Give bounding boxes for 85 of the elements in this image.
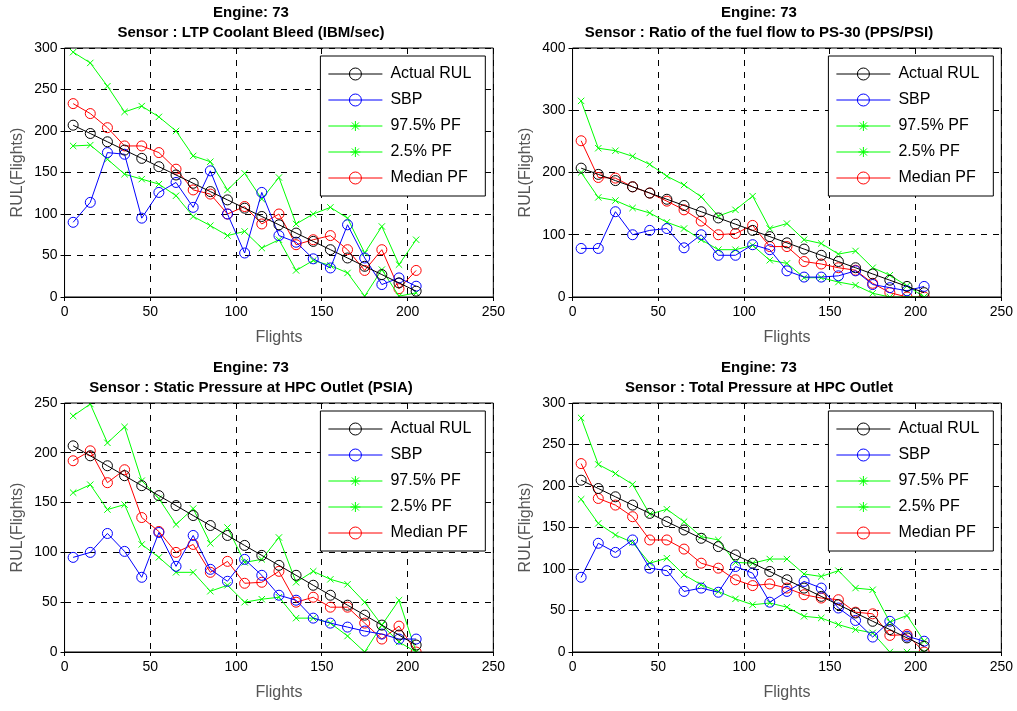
chart-subtitle: Sensor : Ratio of the fuel flow to PS-30 (PPS/PSI) [584, 23, 934, 41]
chart-subtitle: Sensor : Static Pressure at HPC Outlet (PSIA) [89, 378, 413, 396]
y-tick-label: 50 [41, 593, 58, 610]
x-tick-label: 0 [568, 303, 577, 320]
y-tick-label: 250 [34, 393, 58, 410]
y-tick-label: 0 [49, 287, 58, 304]
y-tick-label: 250 [542, 435, 566, 452]
y-tick-label: 50 [549, 601, 566, 618]
x-tick-label: 150 [310, 303, 334, 320]
x-tick-label: 50 [142, 303, 159, 320]
legend-label: 2.5% PF [390, 142, 452, 160]
y-tick-label: 150 [542, 518, 566, 535]
y-tick-label: 300 [542, 393, 566, 410]
legend-label: SBP [390, 90, 423, 108]
legend-label: Actual RUL [390, 419, 472, 437]
x-axis-title: Flights [763, 327, 811, 345]
y-tick-label: 300 [542, 101, 566, 118]
x-axis-title: Flights [763, 682, 811, 700]
y-tick-label: 200 [34, 121, 58, 138]
y-axis-title: RUL(Flights) [8, 482, 26, 573]
legend-label: Actual RUL [898, 419, 980, 437]
x-tick-label: 200 [395, 303, 420, 320]
y-tick-label: 150 [34, 163, 58, 180]
legend-label: 2.5% PF [390, 497, 452, 515]
y-axis-title: RUL(Flights) [516, 127, 534, 218]
legend-label: Median PF [898, 168, 976, 186]
y-axis-title: RUL(Flights) [516, 482, 534, 573]
x-tick-label: 100 [224, 303, 248, 320]
legend-label: Actual RUL [898, 64, 980, 82]
x-tick-label: 0 [568, 658, 577, 675]
x-tick-label: 150 [310, 658, 334, 675]
y-axis-title: RUL(Flights) [8, 127, 26, 218]
chart-title: Engine: 73 [213, 3, 289, 21]
y-tick-label: 200 [34, 443, 58, 460]
y-tick-label: 400 [542, 38, 566, 55]
x-tick-label: 0 [60, 658, 69, 675]
x-tick-label: 50 [650, 303, 667, 320]
x-tick-label: 250 [481, 658, 506, 675]
legend-label: Median PF [390, 168, 468, 186]
legend-label: Actual RUL [390, 64, 472, 82]
chart-subtitle: Sensor : Total Pressure at HPC Outlet [624, 378, 894, 396]
y-tick-label: 200 [542, 476, 566, 493]
legend-label: 97.5% PF [390, 471, 461, 489]
chart-title: Engine: 73 [721, 3, 797, 21]
legend-label: SBP [898, 90, 931, 108]
x-tick-label: 250 [481, 303, 506, 320]
legend-label: Median PF [390, 523, 468, 541]
legend-label: Median PF [898, 523, 976, 541]
x-tick-label: 50 [142, 658, 159, 675]
x-tick-label: 0 [60, 303, 69, 320]
legend-label: 97.5% PF [898, 471, 969, 489]
x-tick-label: 250 [989, 658, 1014, 675]
x-tick-label: 200 [903, 303, 928, 320]
y-tick-label: 100 [542, 225, 566, 242]
x-tick-label: 100 [732, 303, 756, 320]
legend-label: 97.5% PF [898, 116, 969, 134]
chart-title: Engine: 73 [721, 358, 797, 376]
x-tick-label: 200 [395, 658, 420, 675]
legend-label: SBP [390, 445, 423, 463]
legend-label: 2.5% PF [898, 497, 960, 515]
x-tick-label: 250 [989, 303, 1014, 320]
y-tick-label: 150 [34, 493, 58, 510]
y-tick-label: 300 [34, 38, 58, 55]
y-tick-label: 0 [557, 642, 566, 659]
x-tick-label: 150 [818, 303, 842, 320]
x-tick-label: 100 [224, 658, 248, 675]
y-tick-label: 0 [49, 642, 58, 659]
legend-label: 2.5% PF [898, 142, 960, 160]
legend-label: 97.5% PF [390, 116, 461, 134]
y-tick-label: 200 [542, 163, 566, 180]
y-tick-label: 100 [34, 543, 58, 560]
x-axis-title: Flights [255, 682, 303, 700]
x-tick-label: 150 [818, 658, 842, 675]
y-tick-label: 100 [542, 559, 566, 576]
x-axis-title: Flights [255, 327, 303, 345]
chart-title: Engine: 73 [213, 358, 289, 376]
legend-label: SBP [898, 445, 931, 463]
y-tick-label: 100 [34, 204, 58, 221]
x-tick-label: 100 [732, 658, 756, 675]
y-tick-label: 50 [41, 246, 58, 263]
x-tick-label: 50 [650, 658, 667, 675]
y-tick-label: 0 [557, 287, 566, 304]
y-tick-label: 250 [34, 80, 58, 97]
chart-subtitle: Sensor : LTP Coolant Bleed (IBM/sec) [117, 23, 385, 41]
x-tick-label: 200 [903, 658, 928, 675]
